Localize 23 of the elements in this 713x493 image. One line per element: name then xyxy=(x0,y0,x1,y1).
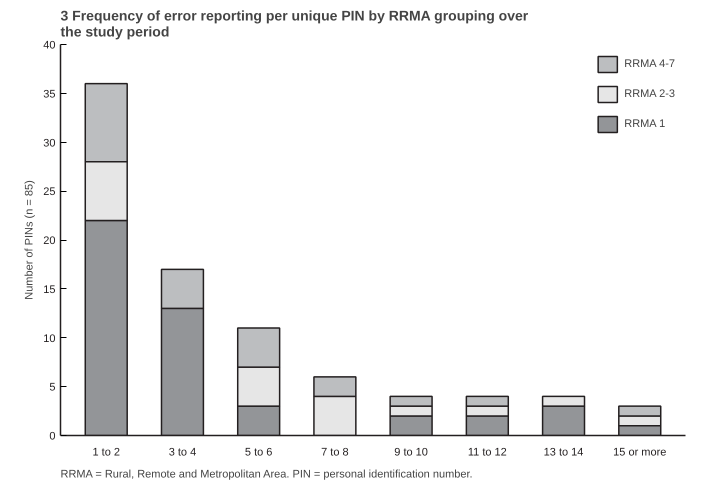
x-tick-label: 9 to 10 xyxy=(394,446,428,458)
text: RRMA = Rural, Remote and Metropolitan Area. PIN = personal identification number. xyxy=(60,468,473,480)
y-tick-label: 5 xyxy=(49,382,56,394)
y-tick-label: 20 xyxy=(43,235,56,247)
legend-label: RRMA 2-3 xyxy=(624,88,675,100)
y-tick-label: 40 xyxy=(43,40,56,52)
legend-label: RRMA 4-7 xyxy=(624,58,675,70)
y-tick-label: 10 xyxy=(43,332,56,345)
y-tick-label: 25 xyxy=(43,186,56,198)
x-tick-label: 5 to 6 xyxy=(244,446,272,458)
x-tick-label: 15 or more xyxy=(613,446,666,458)
legend-label: RRMA 1 xyxy=(624,118,666,130)
y-tick-label: 35 xyxy=(43,88,56,100)
x-tick-label: 11 to 12 xyxy=(468,446,507,458)
x-tick-label: 13 to 14 xyxy=(544,446,584,458)
y-tick-label: 15 xyxy=(43,284,56,296)
x-tick-label: 3 to 4 xyxy=(168,446,196,458)
y-axis-title: Number of PINs (n = 85) xyxy=(23,180,36,300)
x-tick-label: 7 to 8 xyxy=(321,446,349,458)
chart-title: 3 Frequency of error reporting per unique PIN by RRMA grouping over the study period xyxy=(60,8,529,40)
y-tick-label: 30 xyxy=(43,137,56,150)
y-tick-label: 0 xyxy=(49,430,56,442)
x-tick-label: 1 to 2 xyxy=(92,446,120,458)
